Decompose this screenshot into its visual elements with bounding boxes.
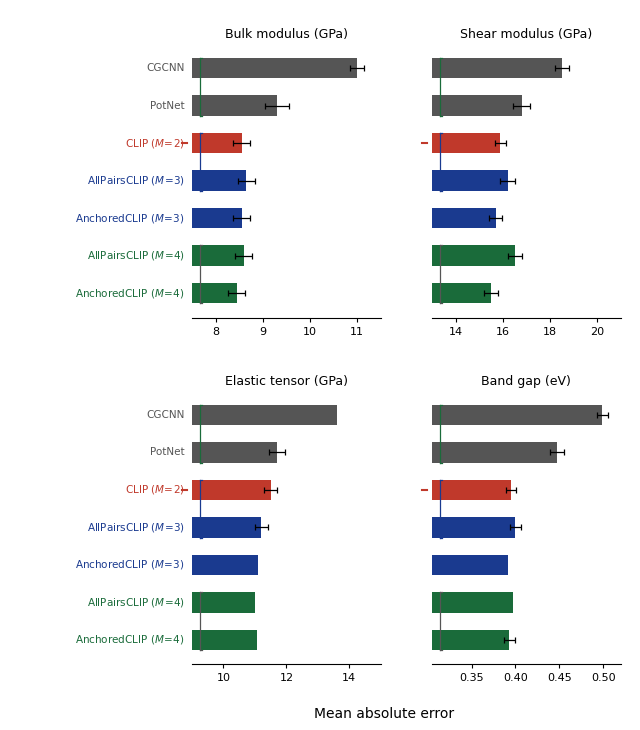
Title: Band gap (eV): Band gap (eV) <box>481 375 572 388</box>
Bar <box>192 58 357 79</box>
Text: AnchoredCLIP ($M\!=\!4$): AnchoredCLIP ($M\!=\!4$) <box>75 287 184 300</box>
Text: CGCNN: CGCNN <box>146 410 184 420</box>
Bar <box>432 96 522 116</box>
Title: Shear modulus (GPa): Shear modulus (GPa) <box>460 28 593 41</box>
Bar <box>432 442 557 463</box>
Text: CLIP ($M\!=\!2$): CLIP ($M\!=\!2$) <box>125 137 184 150</box>
Bar <box>432 480 511 500</box>
Bar <box>432 555 508 575</box>
Bar <box>192 170 246 191</box>
Bar <box>192 404 337 426</box>
Bar <box>432 592 513 612</box>
Text: AnchoredCLIP ($M\!=\!3$): AnchoredCLIP ($M\!=\!3$) <box>75 212 184 225</box>
Text: CGCNN: CGCNN <box>146 64 184 73</box>
Bar <box>192 517 261 538</box>
Text: Mean absolute error: Mean absolute error <box>314 707 454 721</box>
Title: Elastic tensor (GPa): Elastic tensor (GPa) <box>225 375 348 388</box>
Bar <box>192 555 258 575</box>
Title: Bulk modulus (GPa): Bulk modulus (GPa) <box>225 28 348 41</box>
Text: AllPairsCLIP ($M\!=\!3$): AllPairsCLIP ($M\!=\!3$) <box>86 174 184 187</box>
Bar <box>432 629 509 650</box>
Bar <box>432 517 515 538</box>
Bar <box>432 58 562 79</box>
Bar <box>192 442 277 463</box>
Bar <box>192 629 257 650</box>
Bar <box>192 133 241 153</box>
Bar <box>432 245 515 266</box>
Text: PotNet: PotNet <box>150 447 184 458</box>
Bar <box>192 592 255 612</box>
Bar <box>192 96 277 116</box>
Bar <box>432 208 496 228</box>
Text: AllPairsCLIP ($M\!=\!4$): AllPairsCLIP ($M\!=\!4$) <box>86 596 184 609</box>
Text: PotNet: PotNet <box>150 101 184 111</box>
Bar <box>432 170 508 191</box>
Bar <box>192 283 237 304</box>
Text: AnchoredCLIP ($M\!=\!3$): AnchoredCLIP ($M\!=\!3$) <box>75 558 184 572</box>
Text: CLIP ($M\!=\!2$): CLIP ($M\!=\!2$) <box>125 483 184 496</box>
Text: AllPairsCLIP ($M\!=\!4$): AllPairsCLIP ($M\!=\!4$) <box>86 249 184 262</box>
Text: AllPairsCLIP ($M\!=\!3$): AllPairsCLIP ($M\!=\!3$) <box>86 521 184 534</box>
Bar <box>192 208 241 228</box>
Bar <box>432 283 491 304</box>
Bar <box>192 245 244 266</box>
Text: AnchoredCLIP ($M\!=\!4$): AnchoredCLIP ($M\!=\!4$) <box>75 634 184 647</box>
Bar <box>432 404 602 426</box>
Bar <box>192 480 271 500</box>
Bar <box>432 133 500 153</box>
